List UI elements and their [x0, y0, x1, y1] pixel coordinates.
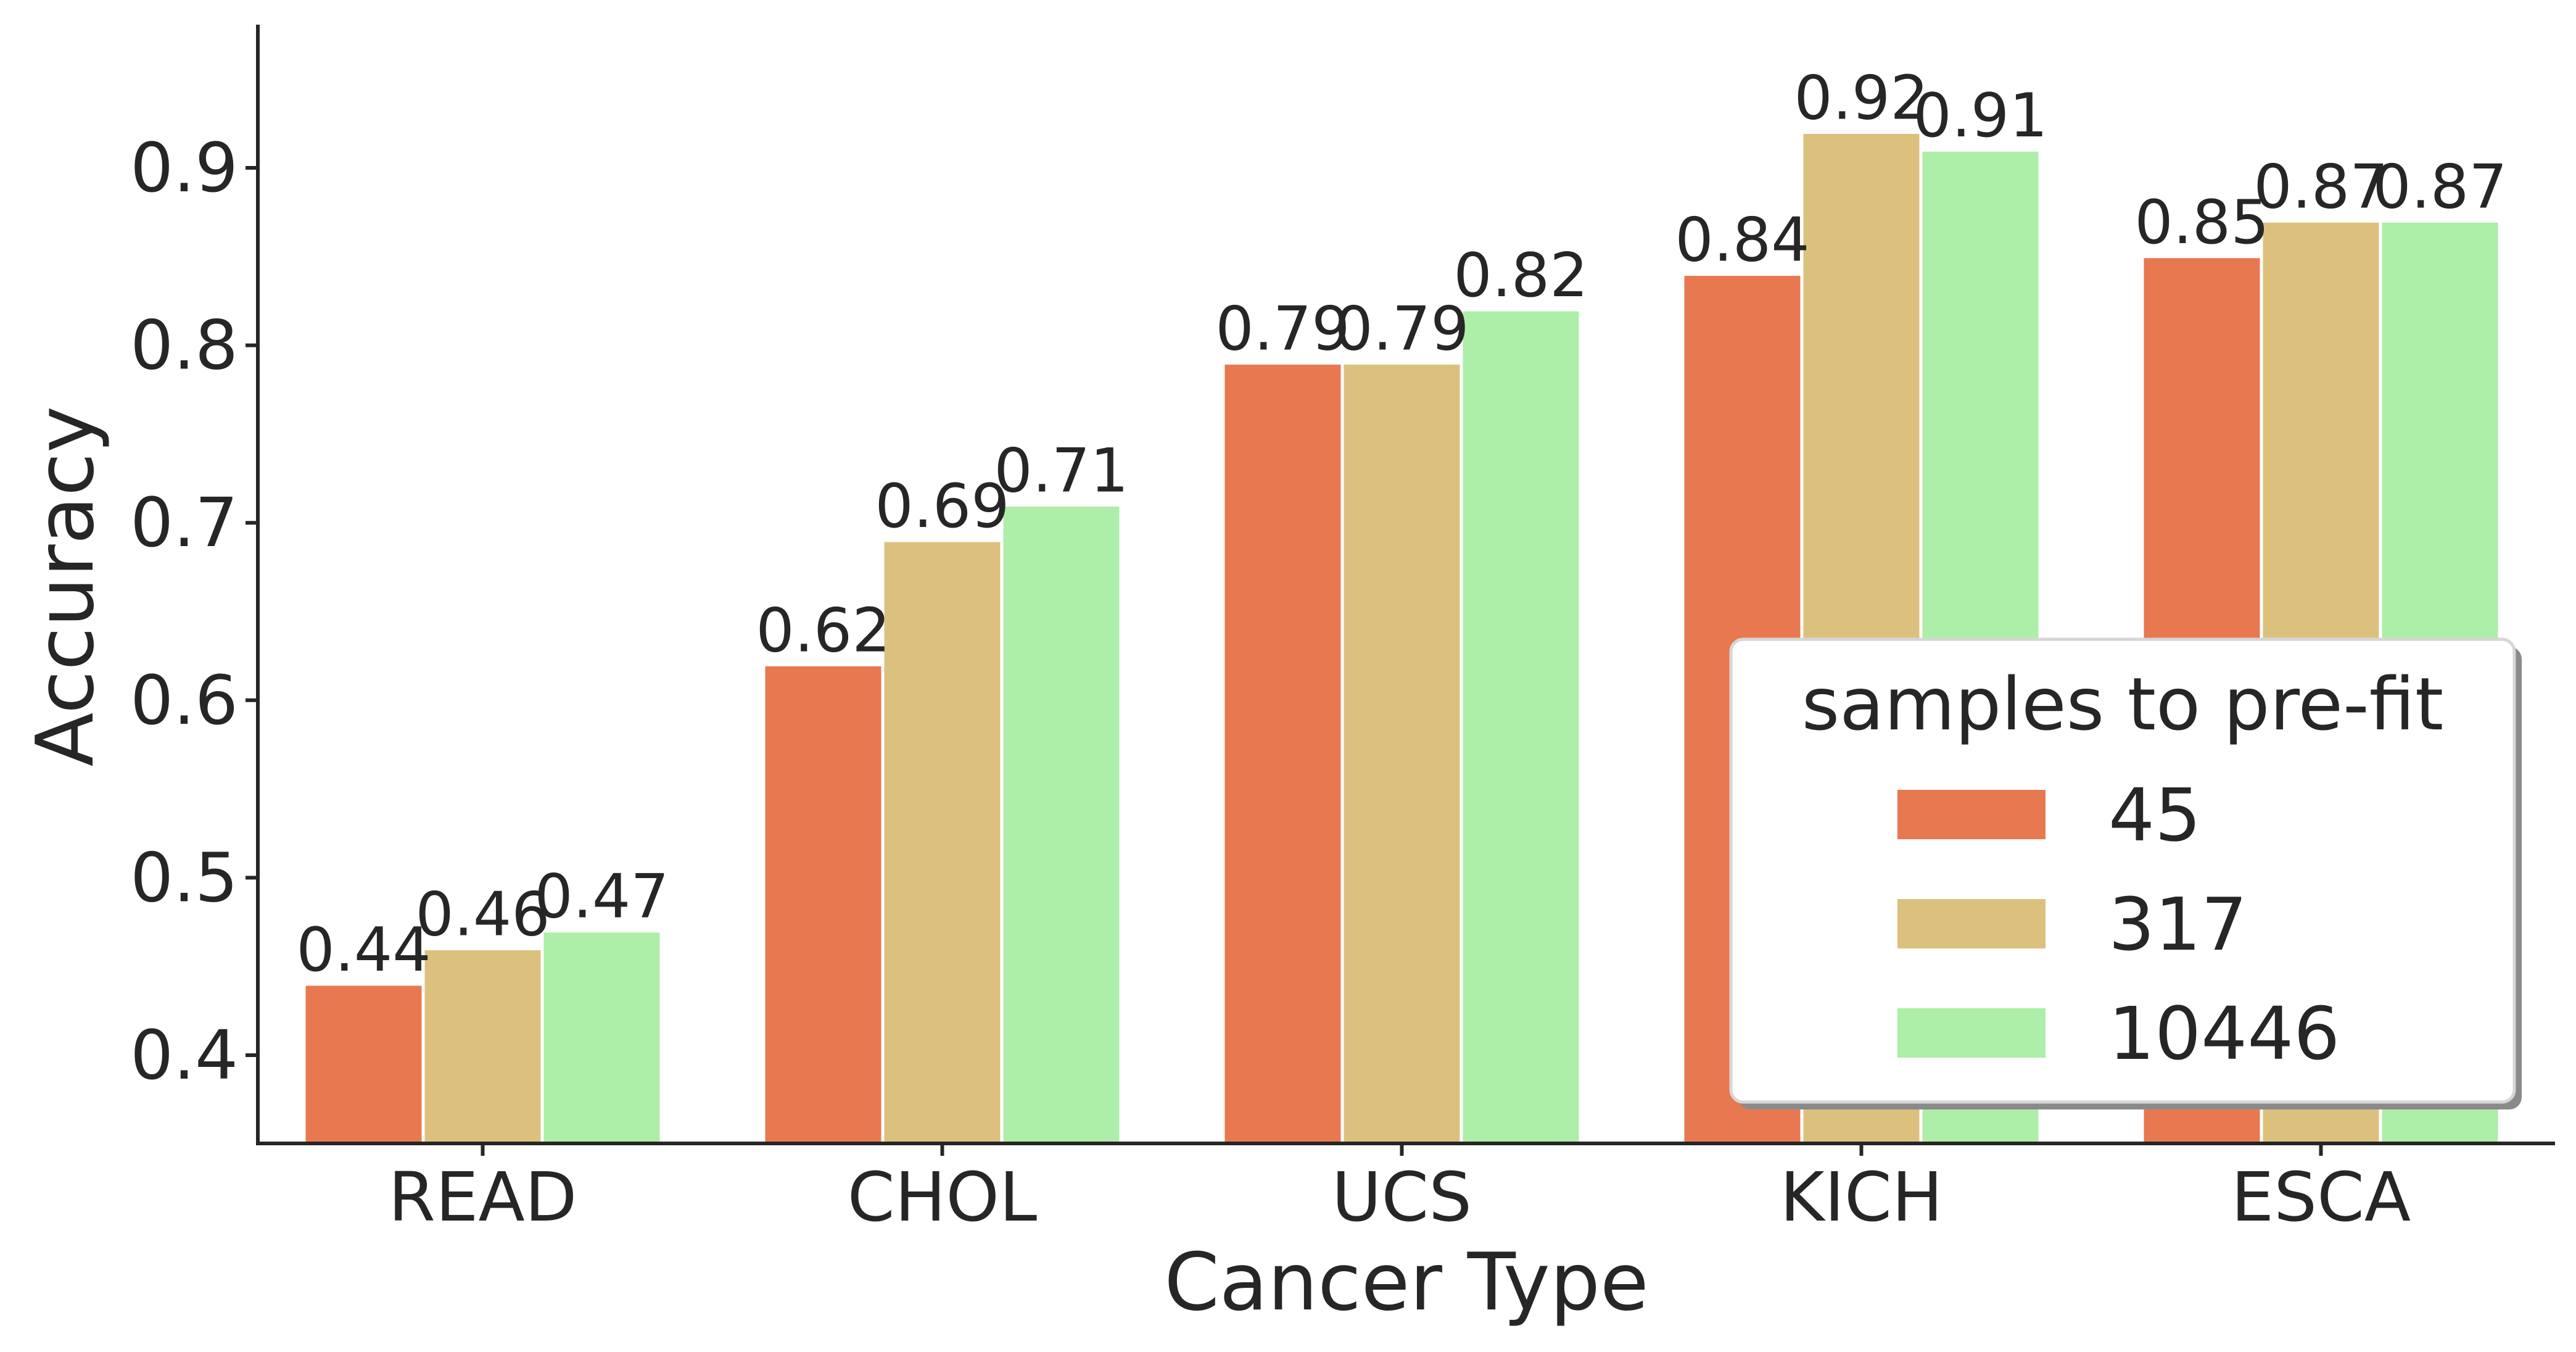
data-label-read-45: 0.44 [296, 915, 431, 985]
x-tick-label-esca: ESCA [2231, 1158, 2411, 1237]
data-label-read-10446: 0.47 [534, 862, 669, 932]
legend-title: samples to pre-fit [1802, 661, 2444, 747]
legend-items: 45 317 10446 [1897, 773, 2340, 1076]
bar-read-317 [421, 947, 544, 1145]
bar-ucs-10446 [1459, 308, 1582, 1145]
data-label-kich-317: 0.92 [1794, 63, 1928, 133]
y-tick-label: 0.5 [130, 838, 238, 917]
data-label-esca-45: 0.85 [2134, 188, 2269, 258]
x-tick-label-kich: KICH [1780, 1158, 1942, 1237]
legend-label-45: 45 [2108, 773, 2201, 858]
y-ticks-group: 0.4 0.5 0.6 0.7 0.8 0.9 [130, 128, 258, 1095]
legend-swatch-317 [1897, 899, 2046, 948]
bar-read-10446 [540, 929, 663, 1145]
data-label-kich-10446: 0.91 [1913, 81, 2047, 151]
y-tick-label: 0.7 [130, 483, 238, 562]
x-tick-label-chol: CHOL [848, 1158, 1037, 1237]
bar-chol-317 [881, 539, 1004, 1145]
data-label-chol-45: 0.62 [756, 595, 890, 666]
data-label-esca-10446: 0.87 [2372, 152, 2507, 222]
bar-ucs-317 [1340, 361, 1463, 1145]
y-axis-label: Accuracy [20, 406, 112, 766]
axes-group [256, 25, 2555, 1145]
x-tick-label-read: READ [389, 1158, 577, 1237]
x-tick-label-ucs: UCS [1332, 1158, 1472, 1237]
data-label-ucs-10446: 0.82 [1453, 241, 1588, 311]
data-label-ucs-45: 0.79 [1215, 294, 1350, 364]
data-label-ucs-317: 0.79 [1334, 294, 1469, 364]
bar-chol-10446 [1000, 503, 1123, 1145]
x-axis-label: Cancer Type [1164, 1237, 1648, 1329]
bar-chol-45 [762, 663, 885, 1145]
legend: samples to pre-fit 45 317 10446 [1729, 637, 2522, 1109]
y-tick-label: 0.9 [130, 128, 238, 207]
y-tick-label: 0.6 [130, 661, 238, 740]
data-label-kich-45: 0.84 [1675, 205, 1809, 276]
legend-swatch-45 [1897, 790, 2046, 839]
data-label-esca-317: 0.87 [2253, 152, 2388, 222]
data-label-read-317: 0.46 [415, 879, 550, 950]
data-labels-group: 0.440.460.470.620.690.710.790.790.820.84… [296, 63, 2507, 985]
legend-label-10446: 10446 [2108, 991, 2340, 1076]
legend-label-317: 317 [2108, 882, 2247, 967]
bar-read-45 [302, 982, 425, 1145]
data-label-chol-317: 0.69 [875, 471, 1009, 542]
legend-swatch-10446 [1897, 1008, 2046, 1058]
y-tick-label: 0.4 [130, 1016, 238, 1095]
x-ticks-group: READ CHOL UCS KICH ESCA [389, 1143, 2411, 1237]
data-label-chol-10446: 0.71 [994, 436, 1128, 506]
legend-box [1729, 637, 2516, 1104]
y-tick-label: 0.8 [130, 306, 238, 385]
bar-ucs-45 [1221, 361, 1344, 1145]
